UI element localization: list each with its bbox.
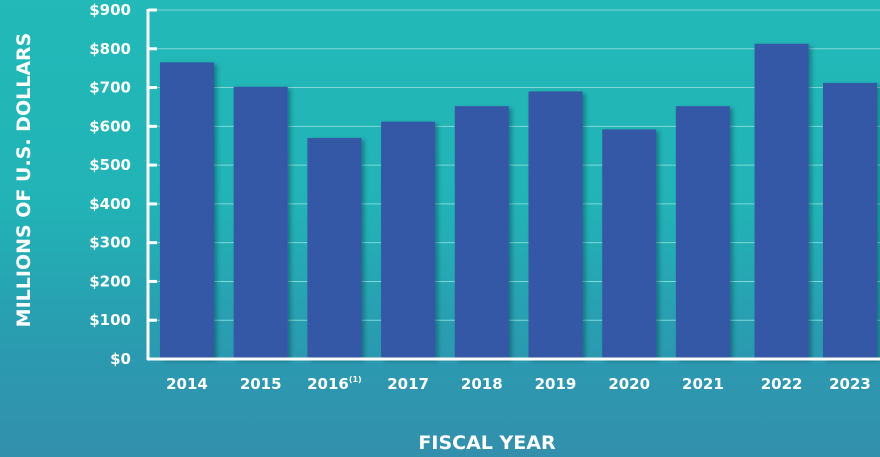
bar-2018: [454, 106, 509, 360]
x-tick-label: 2018: [461, 375, 503, 393]
x-tick-label: 2022: [761, 375, 803, 393]
x-tick-label: 2020: [608, 375, 650, 393]
bars: [160, 43, 877, 360]
y-tick-label: $900: [89, 1, 131, 19]
y-tick-label: $700: [89, 79, 131, 97]
y-tick-label: $500: [89, 156, 131, 174]
x-tick-label: 2014: [166, 375, 208, 393]
bar-2021: [675, 106, 730, 360]
bar-2019: [528, 91, 583, 359]
footnote-marker: (1): [349, 375, 362, 384]
x-tick-labels: 2014 2015 2016(1) 2017 2018 2019 2020 2021 2022 2…: [166, 375, 871, 393]
y-axis-title: MILLIONS OF U.S. DOLLARS: [13, 33, 35, 328]
bar-2014: [160, 62, 214, 359]
bar-2022: [754, 43, 809, 360]
bar-2016: [307, 137, 362, 359]
y-tick-label: $600: [89, 117, 131, 135]
x-tick-label: 2017: [387, 375, 429, 393]
axes: [146, 9, 880, 361]
bar-2015: [233, 86, 288, 359]
y-tick-label: $0: [110, 350, 131, 368]
y-tick-labels: $0 $100 $200 $300 $400 $500 $600 $700 $800 $900: [89, 1, 157, 368]
x-tick-label: 2021: [682, 375, 724, 393]
bar-2023: [823, 82, 877, 359]
x-tick-label: 2019: [535, 375, 577, 393]
y-tick-label: $300: [89, 234, 131, 252]
y-tick-label: $400: [89, 195, 131, 213]
x-tick-label: 2023: [829, 375, 871, 393]
y-tick-label: $200: [89, 272, 131, 290]
x-tick-label: 2016(1): [307, 375, 362, 393]
x-axis-title: FISCAL YEAR: [418, 432, 556, 454]
x-tick-label: 2015: [240, 375, 282, 393]
y-tick-label: $800: [89, 40, 131, 58]
y-tick-label: $100: [89, 311, 131, 329]
bar-2017: [381, 121, 436, 360]
bar-2020: [602, 129, 657, 359]
